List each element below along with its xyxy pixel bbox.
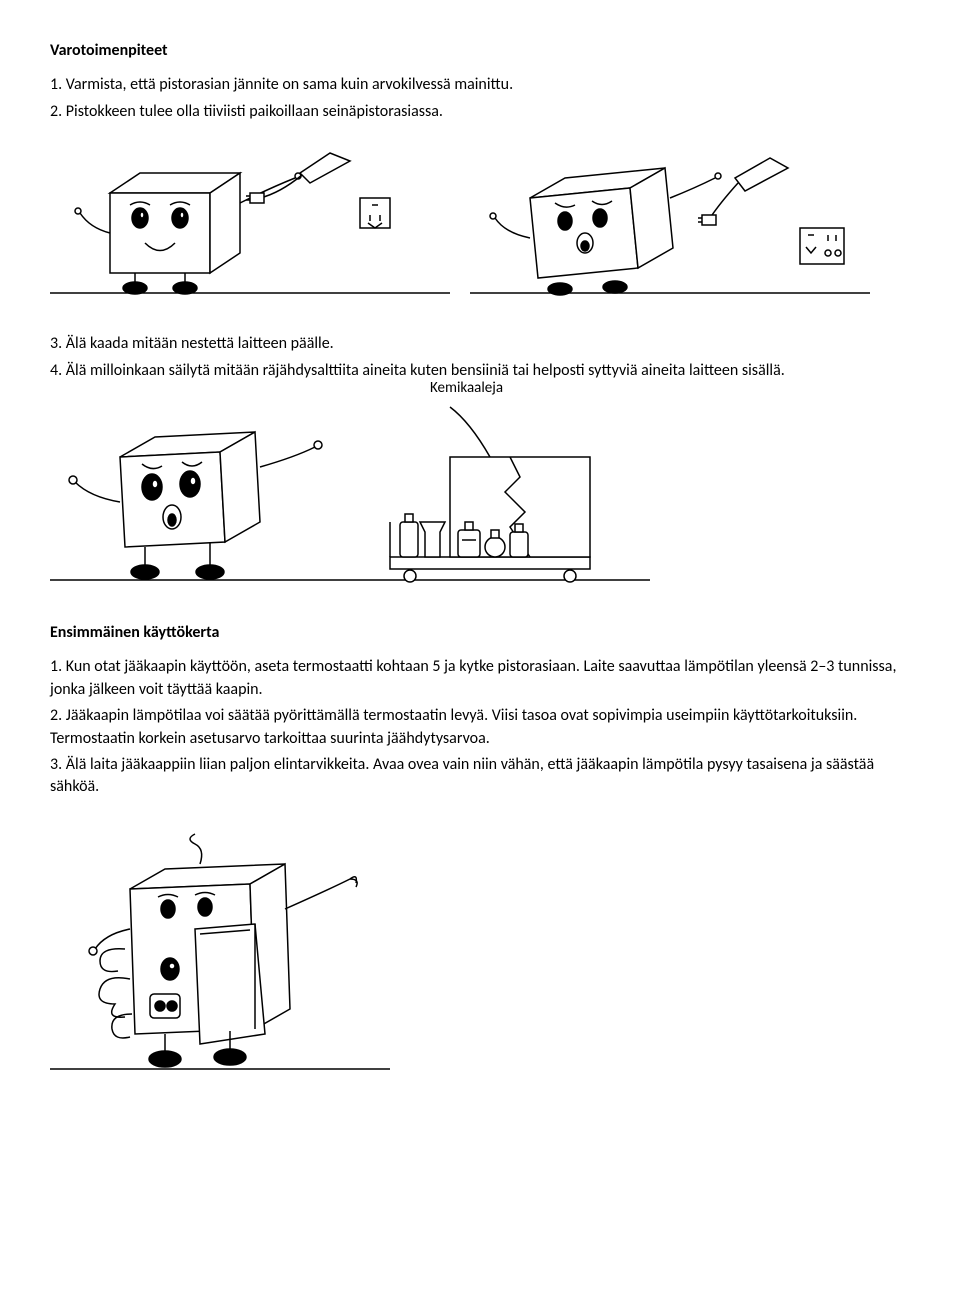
illustration-open-fridge (50, 829, 910, 1079)
section2-item1: 1. Kun otat jääkaapin käyttöön, aseta te… (50, 656, 910, 701)
chemicals-label: Kemikaaleja (430, 378, 503, 399)
illustration-worried-cube (470, 143, 870, 303)
section1-item3: 3. Älä kaada mitään nestettä laitteen pä… (50, 333, 910, 355)
illustration-happy-cube (50, 143, 450, 303)
section2-item2: 2. Jääkaapin lämpötilaa voi säätää pyöri… (50, 705, 910, 750)
section1-item1: 1. Varmista, että pistorasian jännite on… (50, 74, 910, 96)
section2-item3: 3. Älä laita jääkaappiin liian paljon el… (50, 754, 910, 799)
section1-item2: 2. Pistokkeen tulee olla tiiviisti paiko… (50, 101, 910, 123)
illustration-chemicals: Kemikaaleja (50, 402, 910, 592)
section2-heading: Ensimmäinen käyttökerta (50, 622, 910, 644)
illustration-row-1 (50, 143, 910, 303)
section1-heading: Varotoimenpiteet (50, 40, 910, 62)
